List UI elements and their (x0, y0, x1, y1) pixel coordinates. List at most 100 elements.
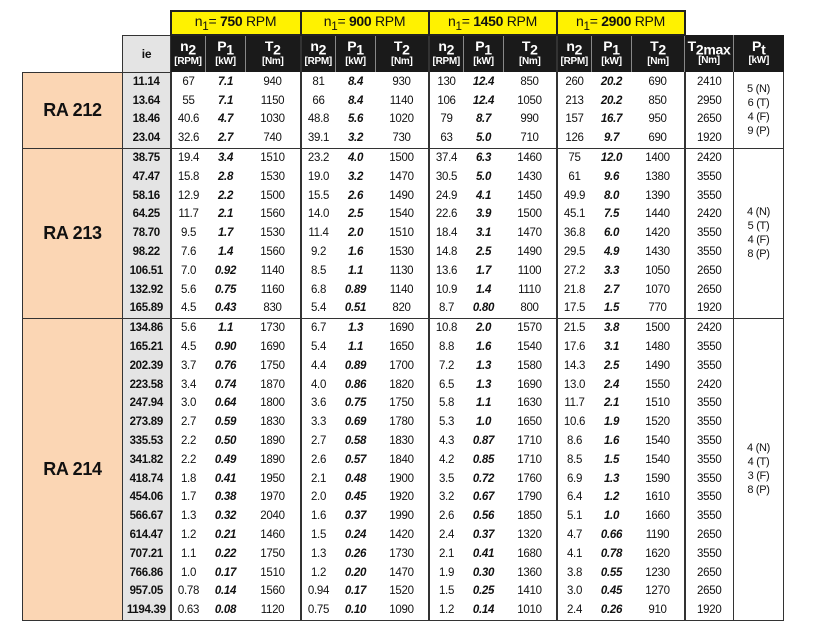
t2max-cell: 3550 (683, 223, 734, 243)
n2-cell: 7.2 (427, 356, 464, 376)
n2-cell: 1.0 (169, 563, 206, 583)
p1-cell: 1.4 (475, 283, 492, 296)
header-unit: [Nm] (647, 55, 669, 67)
table-row: 454.06 1.7 0.38 1970 2.0 0.45 1920 3.2 0.67 1790 6… (23, 488, 784, 507)
table-row: 23.04 32.6 2.7 740 39.1 3.2 730 63 5.0 710 126 9.7 6… (23, 128, 784, 149)
n2-cell: 5.4 (299, 299, 336, 319)
ratio-cell: 454.06 (122, 488, 171, 507)
ratio-cell: 418.74 (122, 469, 171, 489)
t2max-cell: 2420 (683, 375, 734, 395)
t2-cell: 1790 (517, 491, 542, 504)
t2-cell: 1230 (645, 566, 670, 579)
model-name: RA 214 (22, 317, 123, 621)
column-header: n2 [RPM] (555, 35, 592, 72)
t2-cell: 1420 (389, 529, 414, 542)
p1-cell: 1.7 (475, 264, 492, 277)
t2max-cell: 2950 (683, 91, 734, 111)
p1-cell: 0.10 (335, 600, 376, 621)
header-unit: [Nm] (261, 55, 284, 67)
t2-cell: 1800 (260, 397, 285, 410)
t2-cell: 1400 (645, 152, 670, 165)
t2-cell: 1750 (260, 547, 285, 560)
header-symbol: n (310, 38, 319, 55)
p1-cell: 5.0 (475, 170, 492, 183)
p1-cell: 1.6 (347, 246, 364, 259)
t2-cell: 1990 (389, 510, 414, 523)
t2-cell: 1870 (260, 378, 285, 391)
n2-cell: 30.5 (427, 167, 464, 187)
p1-cell: 9.6 (603, 170, 620, 183)
n2-cell: 6.8 (299, 280, 336, 300)
t2-cell: 1830 (260, 416, 285, 429)
table-row: 132.92 5.6 0.75 1160 6.8 0.89 1140 10.9 1.4 1110 2… (23, 280, 784, 300)
n2-cell: 66 (299, 91, 336, 111)
n2-cell: 14.3 (555, 356, 592, 376)
t2-cell: 1690 (389, 322, 414, 335)
t2-cell: 1090 (375, 600, 429, 621)
speed-eq: = (589, 13, 602, 30)
p1-cell: 0.74 (214, 378, 237, 391)
ratio-cell: 614.47 (122, 525, 171, 545)
n2-cell: 3.3 (299, 412, 336, 432)
t2-cell: 1610 (645, 491, 670, 504)
t2-cell: 1190 (645, 529, 670, 542)
p1-cell: 0.30 (472, 566, 495, 579)
speed-header-row: n1= 750 RPM n1= 900 RPM n1= 1450 RPM n1= 29… (22, 10, 784, 36)
header-unit: [RPM] (560, 55, 589, 67)
p1-cell: 0.72 (472, 472, 495, 485)
p1-cell: 0.38 (214, 491, 237, 504)
n2-cell: 5.6 (169, 318, 206, 338)
table-row: 78.70 9.5 1.7 1530 11.4 2.0 1510 18.4 3.1 1470 36.… (23, 223, 784, 243)
p1-cell: 0.67 (472, 491, 495, 504)
p1-cell: 0.41 (472, 547, 495, 560)
t2-cell: 1520 (389, 585, 414, 598)
t2max-cell: 3550 (683, 431, 734, 451)
header-subscript: 2 (318, 41, 327, 58)
t2-cell: 1750 (389, 397, 414, 410)
n2-cell: 2.4 (555, 600, 592, 621)
t2-cell: 1470 (517, 227, 542, 240)
p1-cell: 1.2 (603, 491, 620, 504)
n2-cell: 8.5 (299, 261, 336, 281)
t2-cell: 1520 (645, 416, 670, 429)
ratio-cell: 11.14 (122, 72, 171, 92)
p1-cell: 0.49 (214, 453, 237, 466)
p1-cell: 0.80 (463, 299, 504, 319)
p1-cell: 0.75 (214, 283, 237, 296)
t2-cell: 1020 (389, 113, 414, 126)
n2-cell: 6.7 (299, 318, 336, 338)
p1-cell: 1.7 (217, 227, 234, 240)
header-symbol: T (687, 37, 697, 54)
t2max-cell: 3550 (683, 412, 734, 432)
t2-cell: 1540 (389, 208, 414, 221)
header-symbol: T (264, 38, 274, 55)
table-row: 341.82 2.2 0.49 1890 2.6 0.57 1840 4.2 0.85 1710 8… (23, 450, 784, 470)
n2-cell: 22.6 (427, 205, 464, 224)
n2-cell: 55 (169, 91, 206, 111)
header-symbol: P (347, 38, 357, 55)
t2max-cell: 3550 (683, 242, 734, 262)
p1-cell: 0.59 (214, 416, 237, 429)
column-header: T2max [Nm] (684, 35, 734, 72)
p1-cell: 0.64 (214, 397, 237, 410)
p1-cell: 3.9 (475, 208, 492, 221)
ratio-cell: 247.94 (122, 394, 171, 413)
t2max-cell: 2650 (683, 563, 734, 583)
t2-cell: 1070 (645, 283, 670, 296)
p1-cell: 3.2 (335, 128, 376, 149)
t2-cell: 1510 (389, 227, 414, 240)
empty-cell (22, 11, 171, 35)
t2-cell: 1730 (260, 322, 285, 335)
t2-cell: 1530 (260, 170, 285, 183)
p1-cell: 2.7 (205, 128, 246, 149)
column-header-row: ie n2 [RPM] P1 [kW] T2 [Nm] n2 [RPM] P1 [kW] T2 [Nm]… (22, 34, 784, 73)
table-row: 273.89 2.7 0.59 1830 3.3 0.69 1780 5.3 1.0 1650 10… (23, 412, 784, 432)
n2-cell: 40.6 (169, 110, 206, 129)
t2max-cell: 2650 (683, 525, 734, 545)
t2-cell: 800 (503, 299, 557, 319)
p1-cell: 3.2 (347, 170, 364, 183)
speed-value: 750 (219, 13, 243, 30)
p1-cell: 1.4 (217, 246, 234, 259)
ratio-cell: 106.51 (122, 261, 171, 281)
p1-cell: 0.51 (335, 299, 376, 319)
